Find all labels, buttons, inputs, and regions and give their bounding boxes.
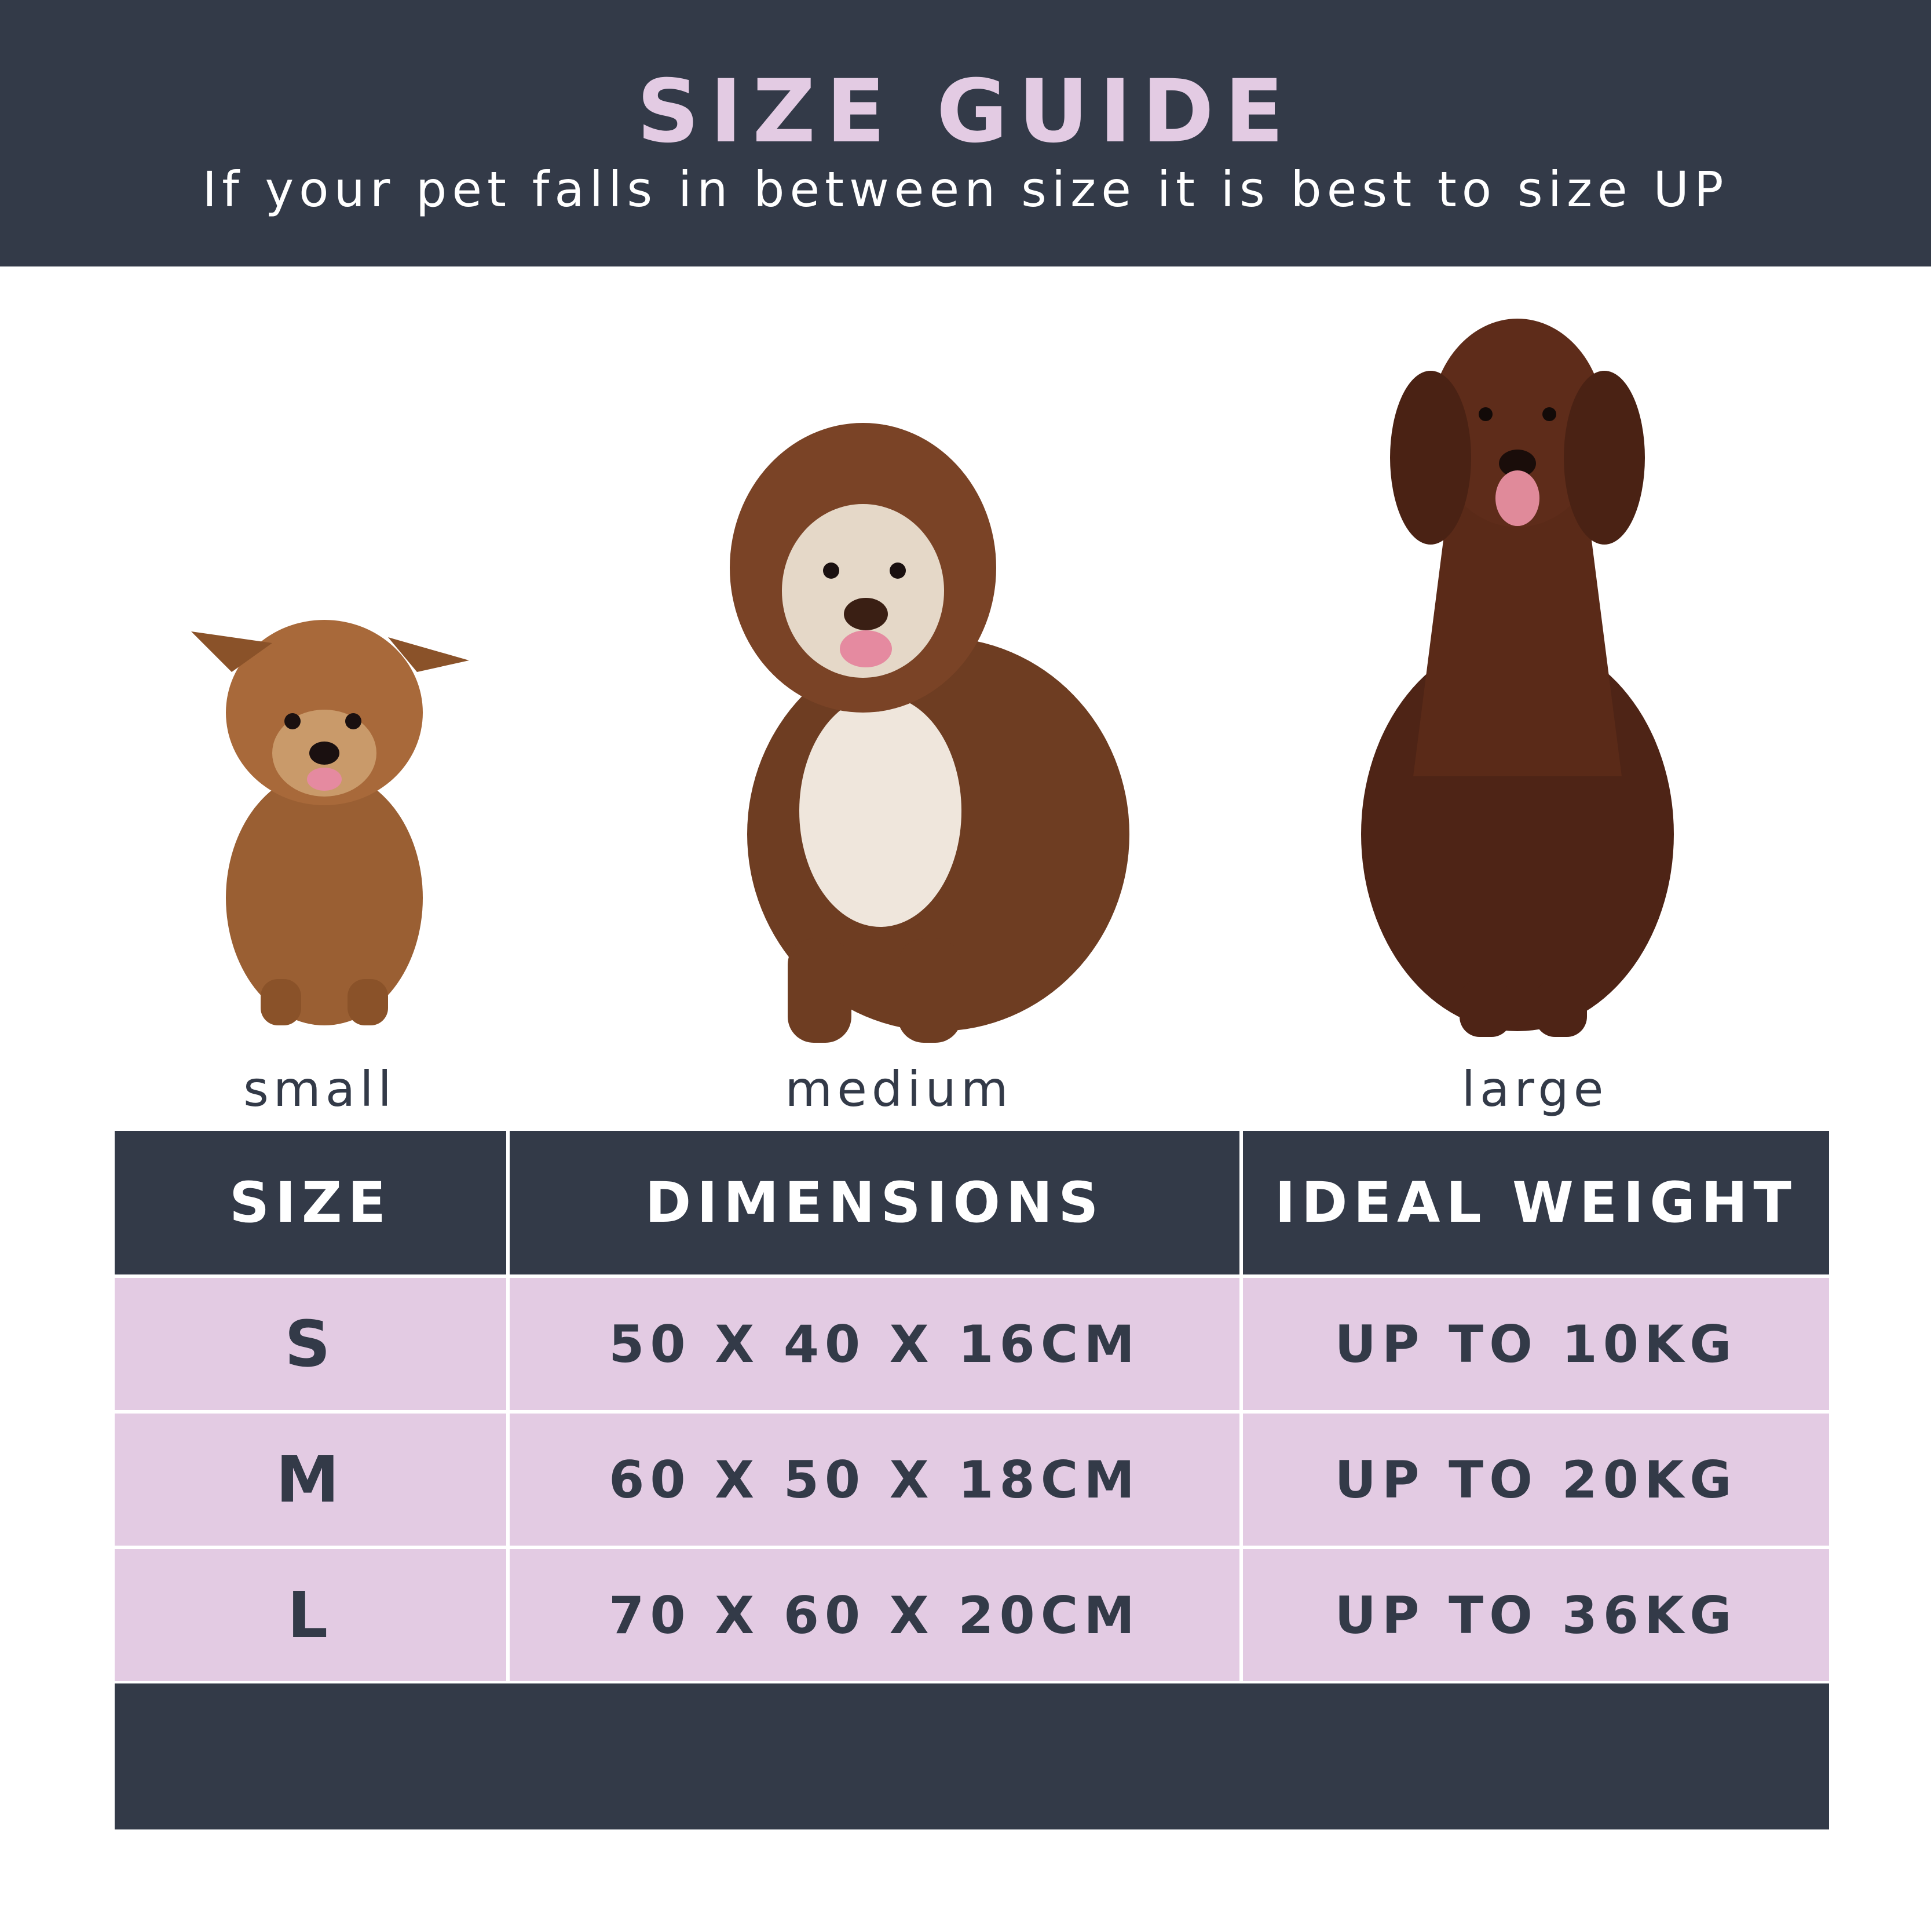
row-m-dimensions: 60 X 50 X 18CM: [510, 1414, 1239, 1546]
row-s-weight: UP TO 10KG: [1243, 1278, 1829, 1410]
large-dog-photo: [1361, 319, 1674, 1037]
row-s-size: S: [115, 1278, 506, 1410]
small-dog-photo: [191, 620, 469, 1025]
row-l-weight: UP TO 36KG: [1243, 1549, 1829, 1681]
page-title: SIZE GUIDE: [637, 61, 1294, 162]
header-dimensions: DIMENSIONS: [510, 1131, 1239, 1274]
dog-label-medium: medium: [785, 1061, 1013, 1117]
row-m-size: M: [115, 1414, 506, 1546]
header-size: SIZE: [115, 1131, 506, 1274]
row-l-size: L: [115, 1549, 506, 1681]
header-banner: SIZE GUIDE If your pet falls in between …: [0, 0, 1931, 266]
dog-label-large: large: [1461, 1061, 1608, 1117]
header-ideal-weight: IDEAL WEIGHT: [1243, 1131, 1829, 1274]
medium-dog-photo: [730, 423, 1129, 1043]
table-footer-bar: [115, 1683, 1829, 1829]
page-subtitle: If your pet falls in between size it is …: [202, 161, 1729, 218]
row-s-dimensions: 50 X 40 X 16CM: [510, 1278, 1239, 1410]
row-l-dimensions: 70 X 60 X 20CM: [510, 1549, 1239, 1681]
dog-label-small: small: [243, 1061, 396, 1117]
row-m-weight: UP TO 20KG: [1243, 1414, 1829, 1546]
